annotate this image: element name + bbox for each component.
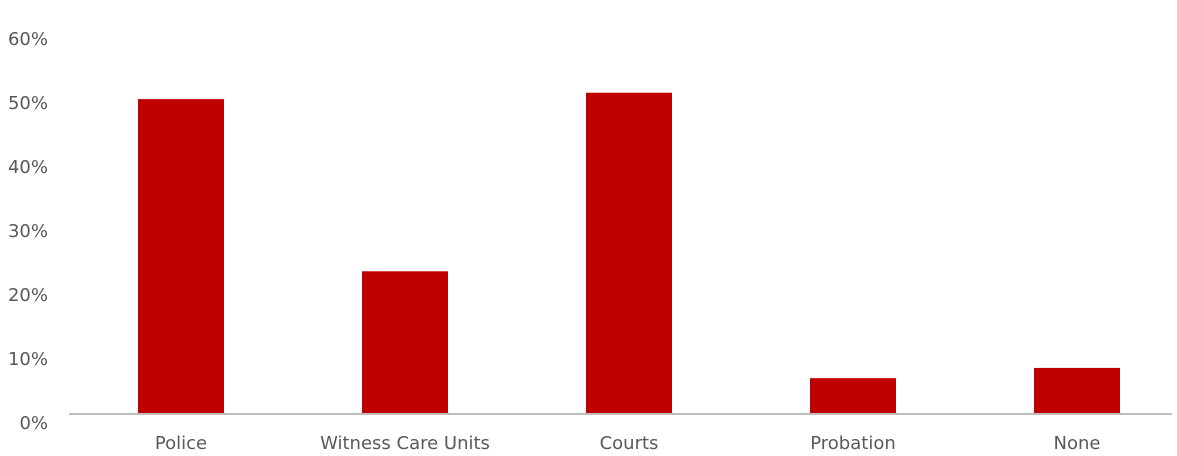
- y-tick-label: 40%: [8, 157, 48, 178]
- y-tick-label: 10%: [8, 349, 48, 370]
- x-tick-label: Probation: [810, 433, 896, 454]
- x-tick-label: None: [1054, 433, 1101, 454]
- x-tick-label: Police: [155, 433, 207, 454]
- bar: [138, 99, 224, 415]
- y-tick-label: 50%: [8, 93, 48, 114]
- y-tick-label: 0%: [19, 413, 48, 434]
- x-tick-label: Courts: [600, 433, 659, 454]
- bar: [810, 378, 896, 414]
- x-tick-label: Witness Care Units: [320, 433, 490, 454]
- bar: [362, 271, 448, 414]
- y-tick-label: 20%: [8, 285, 48, 306]
- y-tick-label: 30%: [8, 221, 48, 242]
- y-tick-label: 60%: [8, 29, 48, 50]
- bar: [1034, 367, 1120, 414]
- bar: [586, 92, 672, 414]
